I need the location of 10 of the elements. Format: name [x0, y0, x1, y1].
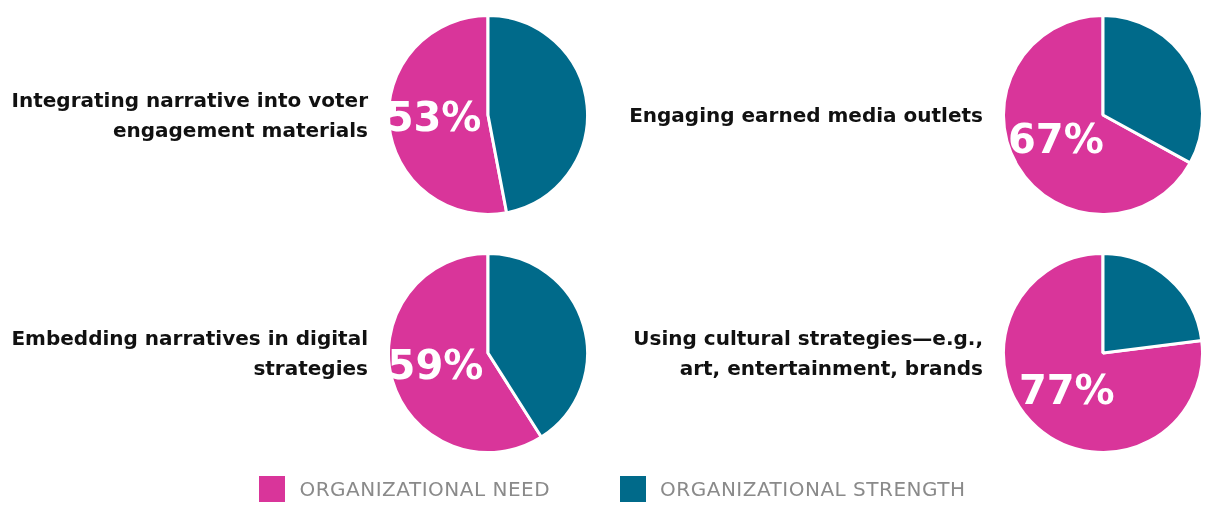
- data-label: 53%: [385, 93, 482, 140]
- text: Embedding narratives in digital strategies: [10, 325, 368, 382]
- text: Integrating narrative into voter engagement materials: [10, 87, 368, 144]
- text: Engaging earned media outlets: [629, 102, 983, 129]
- data-label: 77%: [1018, 367, 1115, 414]
- legend-label: ORGANIZATIONAL NEED: [299, 477, 551, 501]
- text: Using cultural strategies—e.g., art, entertainment, brands: [632, 325, 983, 382]
- data-label: 59%: [387, 341, 484, 388]
- legend-label: ORGANIZATIONAL STRENGTH: [660, 477, 966, 501]
- data-label: 67%: [1008, 116, 1104, 163]
